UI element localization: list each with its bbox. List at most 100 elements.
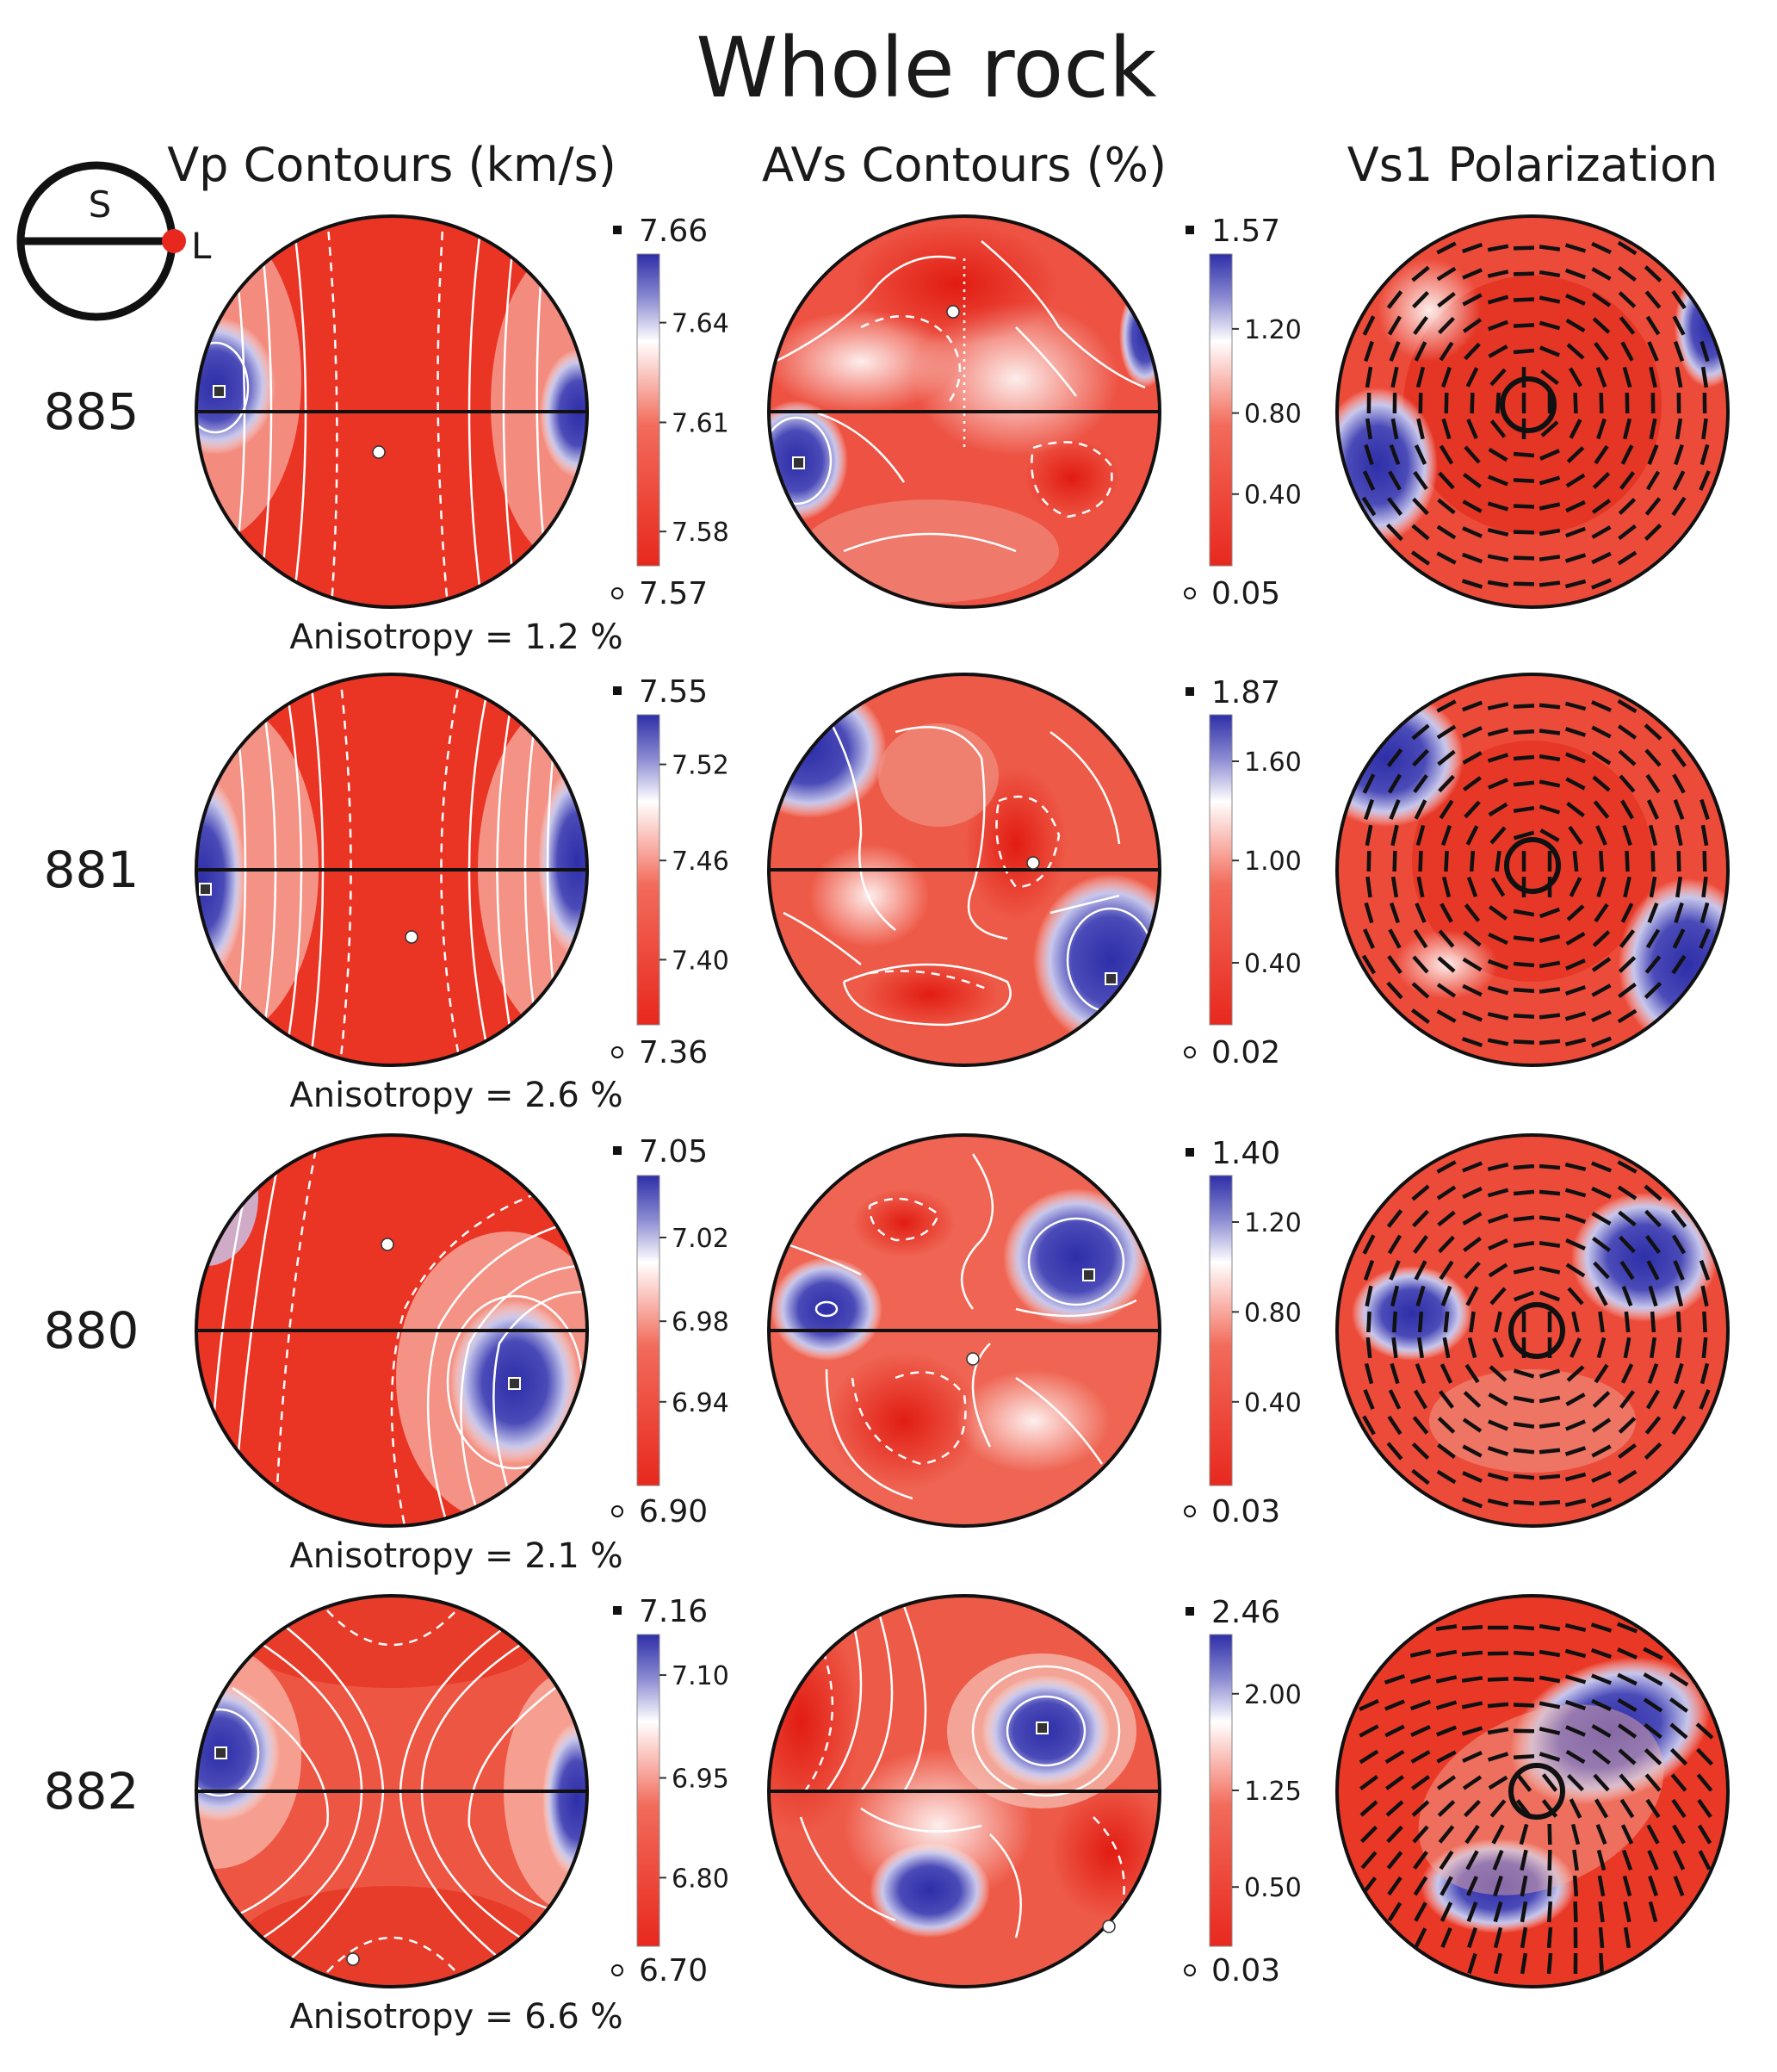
polarization-tick (1412, 497, 1429, 516)
polarization-tick (1495, 392, 1501, 414)
polarization-tick (1366, 850, 1371, 872)
polarization-tick (1439, 341, 1454, 362)
vp-min-label: 7.57 (639, 576, 708, 611)
polarization-tick (1437, 498, 1456, 515)
polarization-tick (1387, 1415, 1402, 1436)
polarization-tick (1513, 1703, 1535, 1708)
polarization-tick (1618, 982, 1637, 999)
polarization-tick (1566, 904, 1585, 921)
polarization-tick (1436, 1750, 1457, 1764)
polarization-tick (1513, 729, 1535, 735)
polarization-tick (1461, 552, 1483, 564)
polarization-tick (1513, 805, 1535, 814)
polarization-ticks (1361, 240, 1711, 590)
colorbar-tick-label: 7.46 (672, 847, 729, 877)
colorbar-tick-label: 1.60 (1244, 748, 1302, 778)
polarization-tick (1619, 1798, 1635, 1819)
polarization-tick (1646, 1260, 1660, 1281)
polarization-tick (1647, 1850, 1659, 1870)
polarization-tick (1364, 340, 1374, 363)
polarization-tick (1571, 1311, 1580, 1333)
polarization-tick (1539, 449, 1560, 461)
polarization-tick (1702, 850, 1707, 872)
vp-colorbar: 7.66 7.57 7.64 7.61 7.58 (611, 214, 729, 611)
polarization-tick (1591, 1471, 1612, 1483)
polarization-tick (1617, 1185, 1638, 1200)
polarization-tick (1436, 1469, 1457, 1485)
polarization-tick (1365, 876, 1372, 898)
polarization-tick (1461, 1726, 1483, 1736)
polarization-tick (1546, 1901, 1553, 1923)
polarization-tick (1462, 526, 1483, 538)
polarization-tick (1617, 1469, 1638, 1485)
polarization-tick (1436, 983, 1457, 998)
polarization-tick (1565, 318, 1586, 333)
polarization-tick (1700, 1285, 1709, 1307)
polarization-tick (1595, 1824, 1607, 1845)
polarization-tick (1593, 1261, 1610, 1280)
polarization-tick (1539, 1039, 1561, 1045)
polarization-tick (1539, 1189, 1561, 1196)
polarization-tick (1513, 1039, 1535, 1045)
polarization-tick (1467, 1337, 1477, 1359)
polarization-tick (1493, 1875, 1503, 1897)
polarization-center-ring (1508, 1763, 1565, 1820)
polarization-tick (1566, 446, 1585, 463)
polarization-tick (1591, 1673, 1612, 1685)
polarization-tick (1648, 1875, 1658, 1897)
polarization-tick (1412, 1825, 1429, 1844)
polarization-tick (1675, 418, 1683, 440)
polarization-tick (1591, 957, 1612, 972)
polarization-tick (1488, 1238, 1508, 1250)
polarization-tick (1362, 315, 1376, 336)
polarization-tick (1643, 1697, 1663, 1713)
polarization-tick (1565, 1262, 1586, 1278)
polarization-tick (1412, 748, 1429, 767)
polarization-tick (1513, 780, 1535, 787)
polarization-tick (1572, 850, 1579, 872)
polarization-tick (1539, 754, 1561, 762)
polarization-tick (1462, 1161, 1483, 1173)
polarization-tick (1513, 830, 1535, 841)
polarization-tick (1462, 293, 1483, 307)
polarization-tick (1618, 524, 1637, 541)
polarization-tick (1649, 418, 1657, 440)
orientation-key: S L (16, 161, 212, 321)
polarization-tick (1490, 877, 1506, 897)
anisotropy-label: Anisotropy = 2.6 % (289, 1076, 622, 1115)
polarization-tick (1436, 699, 1457, 713)
polarization-tick (1596, 418, 1607, 440)
polarization-tick (1365, 1285, 1373, 1307)
polarization-tick (1487, 1446, 1509, 1456)
polarization-tick (1621, 1849, 1633, 1871)
polarization-tick (1619, 1773, 1636, 1792)
polarization-tick (1617, 1622, 1638, 1634)
polarization-tick (1487, 1702, 1509, 1709)
polarization-tick (1438, 1390, 1455, 1409)
polarization-tick (1644, 290, 1662, 309)
vp-colorbar: 7.05 6.90 7.02 6.98 6.94 (611, 1134, 729, 1529)
polarization-tick (1564, 1472, 1587, 1482)
polarization-tick (1414, 1901, 1427, 1922)
polarization-tick (1487, 958, 1509, 971)
polarization-tick (1700, 366, 1709, 388)
column-heading-avs: AVs Contours (%) (762, 138, 1167, 192)
avs-min-label: 0.03 (1211, 1494, 1280, 1529)
polarization-tick (1565, 499, 1586, 513)
polarization-tick (1364, 444, 1374, 466)
avs-stereonet (767, 214, 1161, 609)
vp-stereonet (195, 1133, 589, 1528)
avs-colorbar: 1.40 0.03 1.20 0.80 0.40 (1184, 1136, 1302, 1529)
polarization-tick (1461, 700, 1483, 712)
colorbar-tick-label: 6.95 (672, 1765, 729, 1795)
polarization-tick (1363, 1259, 1375, 1281)
polarization-tick (1619, 799, 1635, 820)
polarization-tick (1564, 579, 1587, 589)
avs-colorbar: 1.87 0.02 1.60 1.00 0.40 (1184, 675, 1302, 1070)
polarization-tick (1671, 1415, 1687, 1436)
colorbar-tick-label: 7.61 (672, 408, 729, 438)
polarization-tick (1436, 1160, 1457, 1174)
polarization-tick (1622, 824, 1632, 847)
polarization-tick (1699, 1259, 1711, 1281)
polarization-tick (1513, 1499, 1535, 1506)
